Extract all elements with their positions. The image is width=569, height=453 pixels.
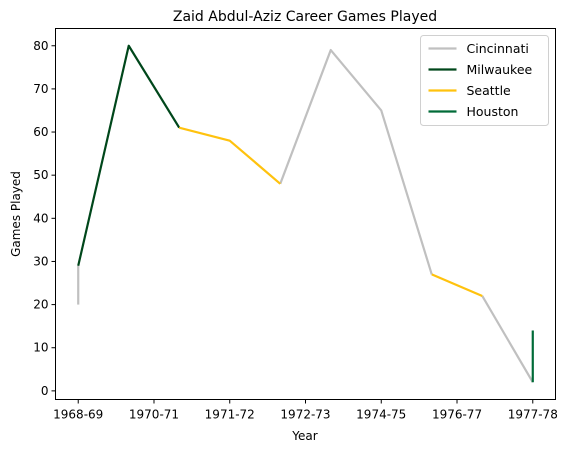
series-cincinnati-line-1 — [279, 48, 433, 275]
x-tick-label-2: 1971-72 — [205, 408, 255, 422]
y-axis-label: Games Played — [9, 171, 23, 257]
x-tick-label-3: 1972-73 — [280, 408, 330, 422]
x-axis: 1968-69 1970-71 1971-72 1972-73 1974-75 1976-… — [53, 399, 558, 422]
x-tick-label-6: 1977-78 — [508, 408, 558, 422]
x-tick-label-4: 1974-75 — [356, 408, 406, 422]
series-cincinnati-line-2 — [481, 295, 534, 383]
legend-box — [420, 35, 549, 126]
y-tick-label-20: 20 — [33, 298, 48, 312]
y-tick-label-40: 40 — [33, 211, 48, 225]
series-seattle-line-0 — [178, 126, 281, 185]
y-axis: 0 10 20 30 40 50 60 70 80 — [33, 39, 56, 398]
legend: Cincinnati Milwaukee Seattle Houston — [420, 35, 549, 126]
legend-label-cincinnati: Cincinnati — [467, 41, 529, 56]
legend-label-houston: Houston — [467, 104, 519, 119]
y-tick-label-0: 0 — [41, 384, 49, 398]
x-axis-label: Year — [291, 429, 317, 443]
plot-lines — [77, 44, 534, 383]
legend-label-milwaukee: Milwaukee — [467, 62, 533, 77]
x-tick-label-5: 1976-77 — [432, 408, 482, 422]
y-tick-label-30: 30 — [33, 254, 48, 268]
y-tick-label-80: 80 — [33, 39, 48, 53]
x-tick-label-1: 1970-71 — [129, 408, 179, 422]
y-tick-label-70: 70 — [33, 82, 48, 96]
legend-label-seattle: Seattle — [467, 83, 512, 98]
y-tick-label-60: 60 — [33, 125, 48, 139]
x-tick-label-0: 1968-69 — [53, 408, 103, 422]
chart-title: Zaid Abdul-Aziz Career Games Played — [173, 9, 437, 25]
y-tick-label-50: 50 — [33, 168, 48, 182]
series-milwaukee-line-0 — [77, 44, 181, 267]
series-seattle-line-1 — [431, 273, 483, 297]
y-tick-label-10: 10 — [33, 341, 48, 355]
